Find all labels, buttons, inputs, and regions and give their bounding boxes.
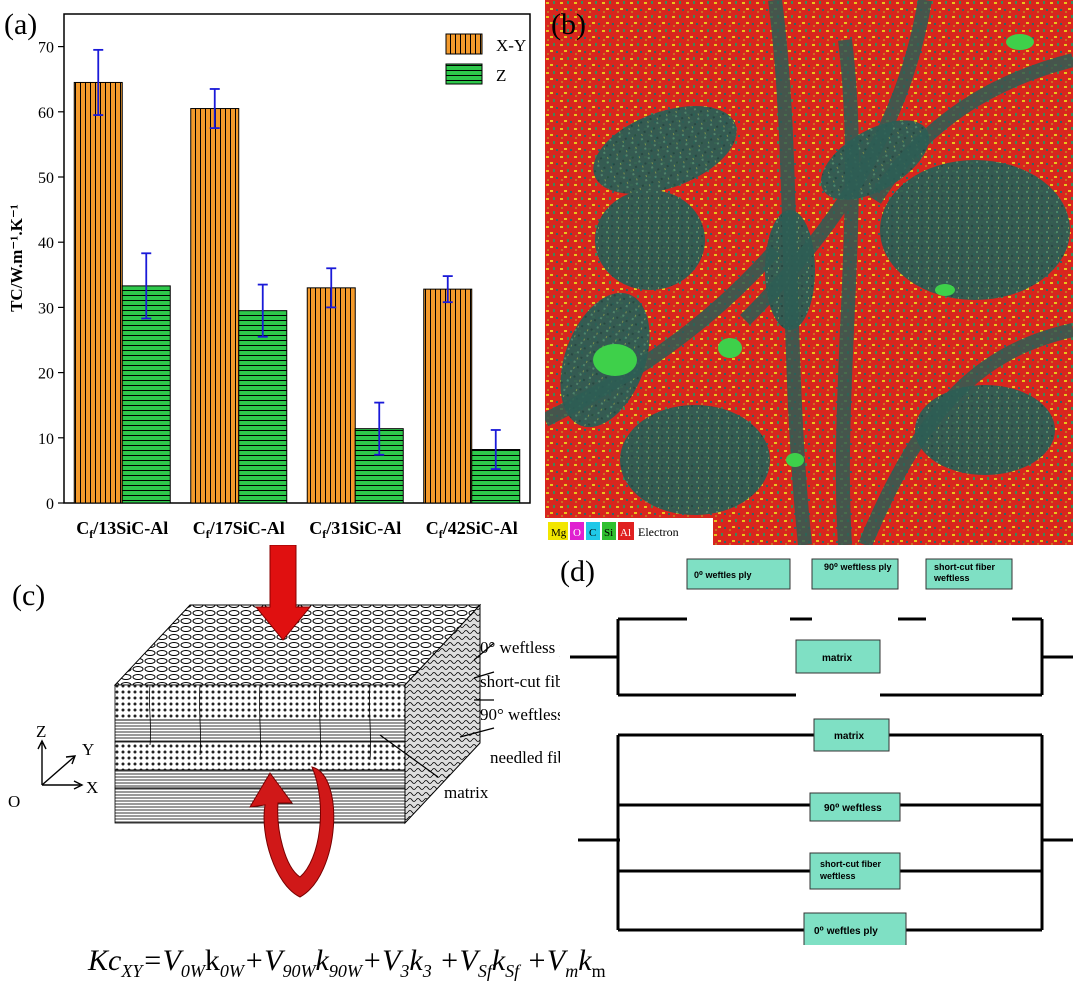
legend-label-z: Z	[496, 66, 506, 85]
coordinate-axes	[37, 739, 84, 790]
svg-text:C: C	[589, 527, 596, 539]
legend-swatch-xy	[445, 33, 483, 55]
panel-b-label: (b)	[551, 8, 586, 41]
x-category-label: Cf/17SiC-Al	[193, 518, 285, 541]
legend-c	[586, 522, 600, 540]
svg-text:matrix: matrix	[822, 653, 852, 664]
plot-frame	[63, 13, 531, 504]
bar-xy-4	[423, 288, 473, 504]
svg-text:0⁰ weftles ply: 0⁰ weftles ply	[694, 570, 751, 580]
y-tick-label: 20	[38, 366, 54, 383]
y-axis-label: TC/W.m⁻¹.K⁻¹	[7, 204, 26, 312]
svg-text:O: O	[573, 527, 581, 539]
bar-z-1	[121, 285, 171, 504]
bar-xy-1	[73, 81, 123, 504]
bar-chart: 0 10 20 30 40 50 60 70 Cf/13SiC-Al Cf/17SiC-Al Cf…	[4, 8, 531, 541]
svg-text:Al: Al	[620, 527, 631, 539]
y-tick-label: 70	[38, 40, 54, 57]
panel-b: Mg O C Si Al Electron (b)	[541, 0, 1073, 548]
svg-text:Mg: Mg	[551, 527, 567, 539]
thermal-conductivity-formula: KcXY=V0Wk0W+V90Wk90W+V3k3 +VSfkSf +Vmkm	[88, 944, 606, 981]
formula-lhs: Kc	[88, 944, 122, 977]
y-tick-label: 10	[38, 431, 54, 448]
heat-flow-loop-arrow	[249, 766, 335, 898]
box-90-weftless-ply-top	[811, 558, 899, 590]
panel-a: 0 10 20 30 40 50 60 70 Cf/13SiC-Al Cf/17SiC-Al Cf…	[0, 0, 545, 545]
svg-text:0⁰ weftles ply: 0⁰ weftles ply	[814, 926, 878, 937]
x-category-label: Cf/13SiC-Al	[76, 518, 168, 541]
box-short-cut-fiber-weftless-bottom	[809, 852, 901, 890]
bar-z-2	[238, 310, 288, 504]
thermal-resistance-model: (d)	[560, 555, 1073, 948]
legend-label-xy: X-Y	[496, 36, 526, 55]
legend-o	[570, 522, 584, 540]
box-matrix-bottom	[813, 718, 890, 752]
legend-mg	[548, 522, 568, 540]
box-short-cut-fiber-weftless-top	[925, 558, 1013, 590]
y-tick-label: 60	[38, 105, 54, 122]
y-tick-label: 50	[38, 170, 54, 187]
axis-origin-label: O	[8, 792, 20, 811]
legend-swatch-z	[445, 63, 483, 85]
legend-electron: Electron	[638, 525, 679, 539]
box-90-weftless-bottom	[809, 792, 901, 822]
svg-text:90⁰ weftless: 90⁰ weftless	[824, 803, 882, 814]
label-90-weftless-ply: 90° weftless ply	[480, 705, 560, 724]
label-matrix: matrix	[444, 783, 489, 802]
box-0-weftles-ply-bottom	[803, 912, 907, 948]
y-tick-label: 30	[38, 300, 54, 317]
heat-flow-down-arrow	[254, 544, 312, 641]
bar-xy-2	[190, 108, 240, 504]
x-category-label: Cf/42SiC-Al	[426, 518, 518, 541]
chart-legend: X-Y Z	[445, 33, 526, 85]
panel-a-label: (a)	[4, 8, 37, 41]
y-tick-label: 0	[46, 496, 54, 513]
axis-z-label: Z	[36, 722, 46, 741]
panel-d: (d)	[560, 545, 1073, 948]
label-short-cut-fiber-web: short-cut fiber web	[480, 672, 560, 691]
panel-c: (c) 0° weftless ply short-c	[0, 544, 609, 925]
axis-y-label: Y	[82, 740, 94, 759]
x-category-label: Cf/31SiC-Al	[309, 518, 401, 541]
axis-x-label: X	[86, 778, 98, 797]
box-0-weftles-ply-top	[686, 558, 791, 590]
eds-legend: Mg O C Si Al Electron	[545, 518, 713, 545]
label-0-weftless-ply: 0° weftless ply	[480, 638, 560, 657]
svg-text:matrix: matrix	[834, 731, 864, 742]
svg-text:Si: Si	[604, 527, 613, 539]
eds-map-image: Mg O C Si Al Electron (b)	[541, 0, 1073, 548]
label-needled-fibres: needled fibres	[490, 748, 560, 767]
panel-d-label: (d)	[560, 555, 595, 588]
bar-xy-3	[306, 287, 356, 504]
composite-schematic: (c) 0° weftless ply short-c	[8, 544, 609, 898]
legend-al	[618, 522, 634, 540]
legend-si	[602, 522, 616, 540]
panel-c-label: (c)	[12, 579, 45, 612]
y-tick-label: 40	[38, 235, 54, 252]
box-matrix-top	[795, 639, 881, 674]
